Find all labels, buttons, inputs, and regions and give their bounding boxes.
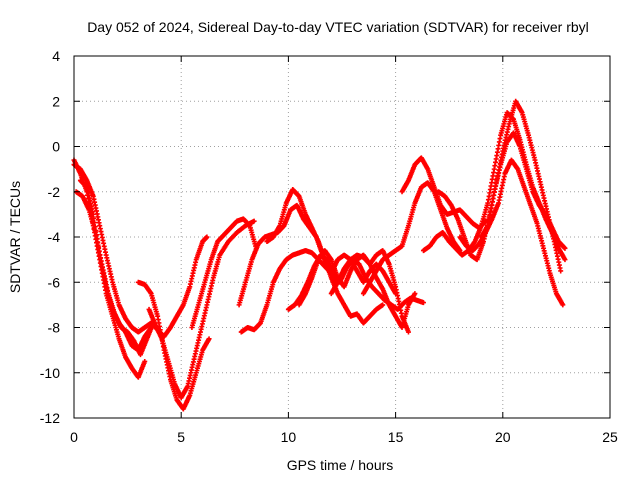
y-tick-label: -6 — [48, 274, 61, 290]
y-tick-label: -10 — [40, 365, 60, 381]
x-tick-label: 5 — [177, 429, 185, 445]
x-tick-label: 25 — [602, 429, 618, 445]
y-tick-label: -8 — [48, 320, 61, 336]
data-points — [71, 98, 568, 412]
data-point — [412, 291, 418, 297]
y-tick-label: 0 — [52, 139, 60, 155]
series-arc-s — [478, 130, 568, 251]
series-arc-d — [77, 177, 154, 353]
data-point — [560, 302, 566, 308]
series-arc-r — [457, 157, 566, 308]
y-tick-label: 4 — [52, 48, 60, 64]
data-point — [380, 302, 386, 308]
data-point — [148, 325, 154, 330]
series-arc-m — [328, 248, 411, 335]
series-arc-j — [238, 248, 399, 335]
series-arc-l — [296, 248, 418, 330]
x-tick-label: 20 — [495, 429, 511, 445]
series-arc-a — [71, 162, 210, 340]
data-point — [251, 218, 257, 224]
data-point — [142, 358, 148, 364]
series-arc-g — [189, 216, 259, 330]
chart-title: Day 052 of 2024, Sidereal Day-to-day VTE… — [87, 19, 589, 35]
data-point — [405, 329, 411, 335]
data-point — [206, 336, 212, 342]
x-tick-label: 0 — [70, 429, 78, 445]
y-tick-label: -4 — [48, 229, 61, 245]
y-axis-label: SDTVAR / TECUs — [7, 181, 23, 293]
x-tick-label: 15 — [388, 429, 404, 445]
data-point — [420, 300, 426, 306]
grid-lines — [74, 56, 610, 418]
data-point — [562, 245, 568, 251]
x-axis-label: GPS time / hours — [287, 457, 394, 473]
series-arc-f — [146, 218, 257, 401]
y-tick-label: -12 — [40, 410, 60, 426]
x-tick-label: 10 — [281, 429, 297, 445]
y-tick-label: -2 — [48, 184, 61, 200]
data-point — [204, 234, 210, 240]
data-point — [562, 257, 568, 263]
data-point — [558, 268, 564, 274]
y-tick-label: 2 — [52, 93, 60, 109]
